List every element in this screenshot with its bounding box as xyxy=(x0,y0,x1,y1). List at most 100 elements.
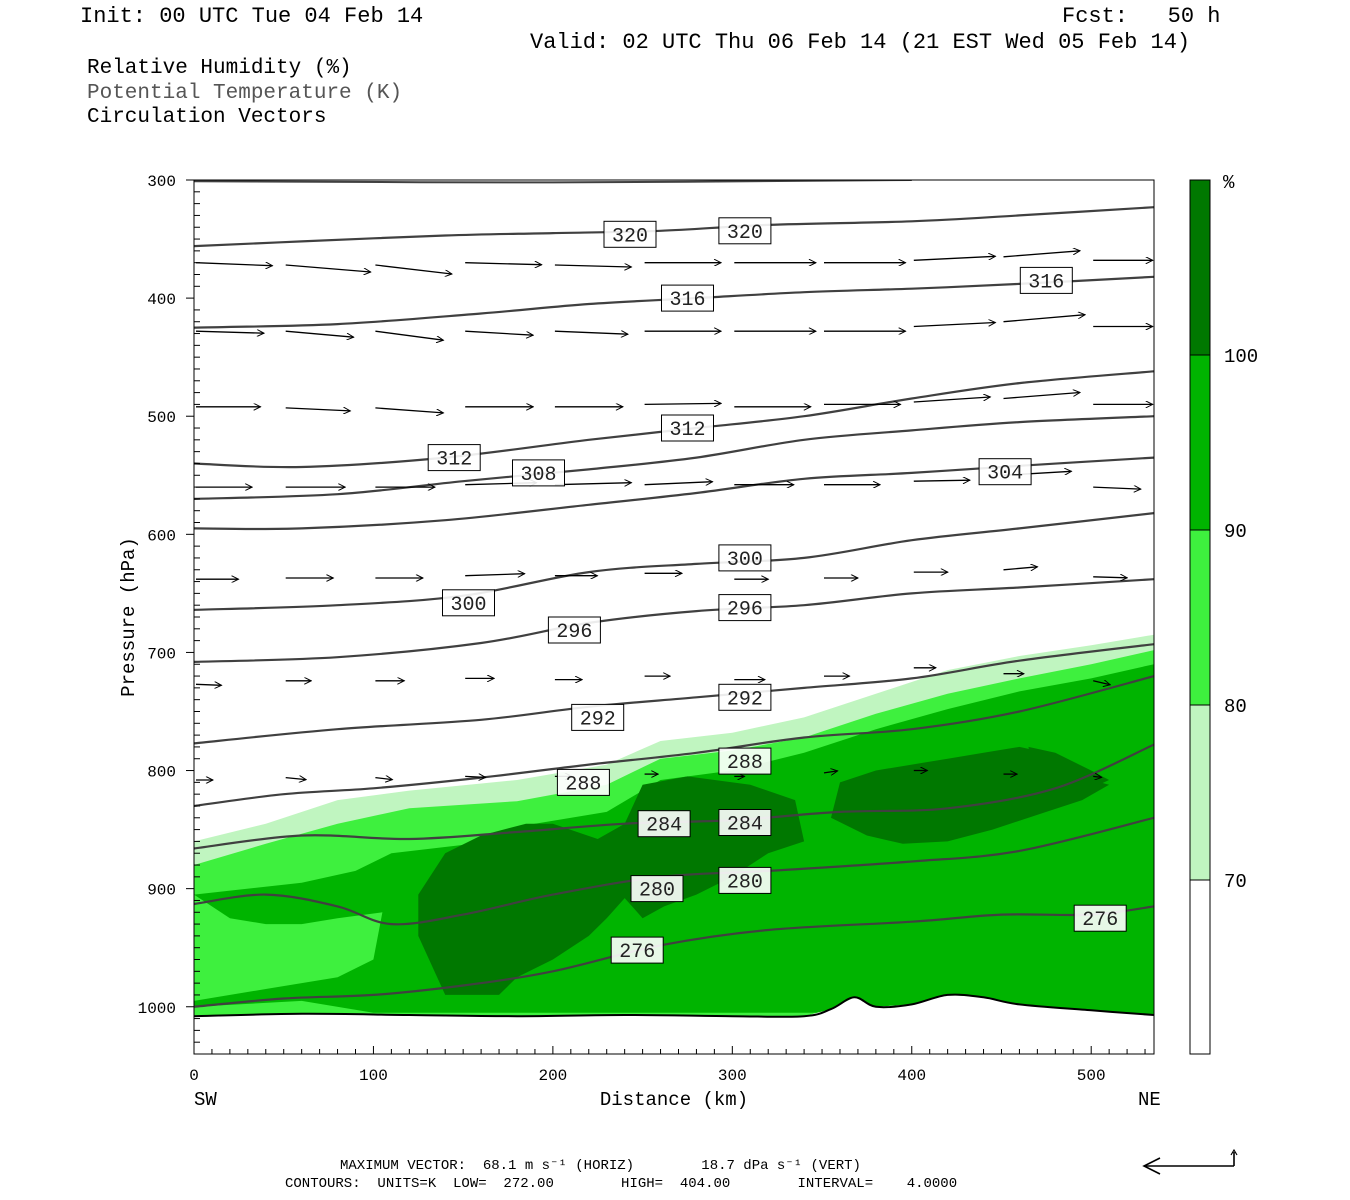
colorbar-frame xyxy=(1189,179,1211,1055)
theta-contour-296 xyxy=(194,578,1154,663)
legend-theta: Potential Temperature (K) xyxy=(87,82,403,105)
contour-info: CONTOURS: UNITS=K LOW= 272.00 HIGH= 404.… xyxy=(285,1176,958,1192)
y-tick-label: 500 xyxy=(147,409,176,427)
contour-label-308: 308 xyxy=(520,464,556,487)
rh-region-100-3 xyxy=(418,776,805,995)
contour-label-box xyxy=(427,444,481,472)
circulation-vector xyxy=(285,408,351,411)
contour-label-box xyxy=(661,414,714,442)
y-tick-label: 300 xyxy=(147,173,176,191)
contour-label-296: 296 xyxy=(556,621,592,644)
circulation-vector xyxy=(375,330,443,340)
contour-label-312: 312 xyxy=(669,419,705,442)
x-endpoint-ne: NE xyxy=(1138,1089,1161,1111)
below-ground-mask xyxy=(194,994,1154,1054)
contour-label-box xyxy=(718,866,772,894)
contour-label-292: 292 xyxy=(580,708,616,731)
circulation-vector xyxy=(644,403,722,404)
circulation-vector xyxy=(1093,487,1141,489)
contour-label-316: 316 xyxy=(1028,271,1064,294)
circulation-vector xyxy=(913,397,991,403)
theta-contour-280 xyxy=(194,816,1154,926)
circulation-vector xyxy=(554,483,632,485)
y-tick-label: 400 xyxy=(147,291,176,309)
contour-label-box xyxy=(718,809,772,836)
circulation-vector xyxy=(644,482,713,485)
x-tick-label: 200 xyxy=(538,1067,567,1085)
terrain-line xyxy=(194,993,1154,1018)
y-tick-label: 900 xyxy=(147,882,176,900)
theta-contour-300 xyxy=(194,512,1154,611)
theta-contour-288 xyxy=(194,675,1154,808)
x-tick-label: 400 xyxy=(897,1067,926,1085)
contour-label-284: 284 xyxy=(646,815,682,838)
contour-label-292: 292 xyxy=(727,688,763,711)
contour-label-288: 288 xyxy=(565,773,601,796)
colorbar-label-90: 90 xyxy=(1224,521,1247,543)
contour-label-box xyxy=(718,594,772,622)
contour-label-316: 316 xyxy=(669,289,705,312)
circulation-vector xyxy=(554,265,632,267)
colorbar-label-70: 70 xyxy=(1224,871,1247,893)
contour-label-276: 276 xyxy=(1082,909,1118,932)
contour-label-312: 312 xyxy=(436,449,472,472)
circulation-vector xyxy=(1003,567,1038,570)
contour-label-box xyxy=(978,458,1032,486)
circulation-vector xyxy=(375,778,392,780)
contour-label-288: 288 xyxy=(727,752,763,775)
circulation-vector xyxy=(285,264,371,272)
contour-label-280: 280 xyxy=(727,871,763,894)
contour-label-box xyxy=(442,589,495,617)
circulation-vector xyxy=(465,776,485,777)
init-time: Init: 00 UTC Tue 04 Feb 14 xyxy=(80,4,424,29)
contour-label-box xyxy=(547,616,601,644)
circulation-vector xyxy=(1003,251,1081,258)
circulation-vector xyxy=(913,256,996,261)
contour-label-box xyxy=(718,683,772,711)
y-tick-label: 700 xyxy=(147,645,176,663)
contour-label-box xyxy=(630,875,684,903)
contour-label-box xyxy=(571,703,625,731)
circulation-vector xyxy=(1093,577,1127,578)
contour-label-box xyxy=(1019,266,1073,294)
contour-label-box xyxy=(556,768,610,796)
max-vector-info: MAXIMUM VECTOR: 68.1 m s⁻¹ (HORIZ) 18.7 … xyxy=(340,1158,861,1174)
theta-contour-308 xyxy=(194,415,1154,500)
contour-label-box xyxy=(610,936,664,964)
circulation-vector xyxy=(195,263,273,266)
colorbar-segment-70 xyxy=(1190,705,1210,880)
contour-label-280: 280 xyxy=(639,880,675,903)
colorbar-unit: % xyxy=(1223,172,1235,194)
y-tick-label: 800 xyxy=(147,764,176,782)
forecast-hour: Fcst: 50 h xyxy=(1062,4,1221,29)
contour-label-304: 304 xyxy=(987,463,1023,486)
x-endpoint-sw: SW xyxy=(194,1089,217,1111)
colorbar-segment-100 xyxy=(1190,180,1210,355)
theta-contour-292 xyxy=(194,643,1154,745)
circulation-vector xyxy=(554,331,628,334)
circulation-vector xyxy=(1093,681,1110,685)
y-tick-label: 1000 xyxy=(138,1000,176,1018)
y-axis-label: Pressure (hPa) xyxy=(118,537,140,697)
contour-label-box xyxy=(718,544,772,572)
circulation-vector xyxy=(823,771,838,773)
x-tick-label: 500 xyxy=(1077,1067,1106,1085)
contour-label-box xyxy=(661,284,714,312)
contour-label-box xyxy=(1073,904,1127,932)
contour-label-box xyxy=(512,459,565,487)
circulation-vector xyxy=(913,480,970,481)
rh-region-100-5 xyxy=(1028,746,1110,795)
colorbar-label-100: 100 xyxy=(1224,346,1258,368)
colorbar-label-80: 80 xyxy=(1224,696,1247,718)
circulation-vector xyxy=(195,684,222,685)
circulation-vector xyxy=(465,263,542,265)
circulation-vector xyxy=(465,574,525,576)
x-tick-label: 100 xyxy=(359,1067,388,1085)
contour-label-300: 300 xyxy=(727,549,763,572)
valid-time: Valid: 02 UTC Thu 06 Feb 14 (21 EST Wed … xyxy=(530,30,1191,55)
x-axis-label: Distance (km) xyxy=(600,1089,748,1111)
theta-contour-top xyxy=(194,180,912,184)
colorbar-segment-90 xyxy=(1190,355,1210,530)
x-tick-label: 0 xyxy=(189,1067,199,1085)
